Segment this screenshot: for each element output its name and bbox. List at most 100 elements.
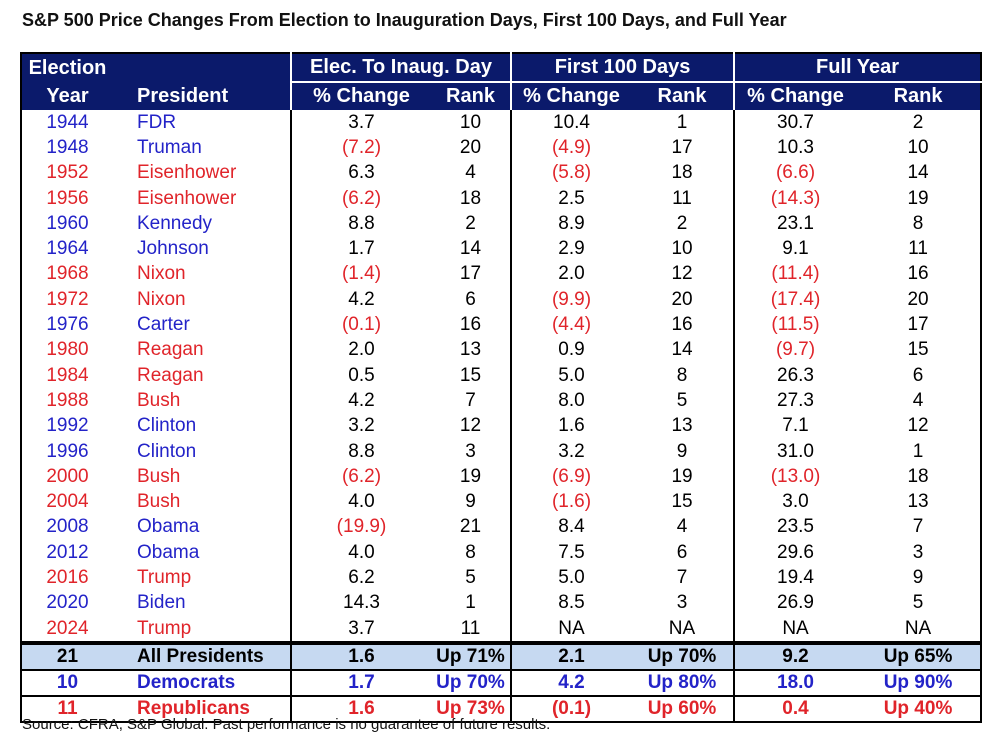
table-cell: 9.2 xyxy=(733,641,857,671)
table-cell: 1948 xyxy=(46,136,89,158)
table-cell: 1.7 xyxy=(290,236,431,262)
table-cell: 1960 xyxy=(46,212,89,234)
table-cell: 1 xyxy=(465,592,476,614)
table-cell: 5.0 xyxy=(510,362,631,389)
data-row: 2004 Bush 4.0 9 (1.6) 15 3.0 13 xyxy=(21,489,982,515)
table-cell: 21 xyxy=(21,641,113,671)
table-cell: 6 xyxy=(465,288,476,310)
data-table: Election Elec. To Inaug. Day First 100 Day… xyxy=(20,52,983,724)
table-cell: 15 xyxy=(459,364,482,386)
data-row: 1976 Carter (0.1) 16 (4.4) 16 (11.5) 17 xyxy=(21,312,982,338)
table-cell: 17 xyxy=(907,314,929,336)
header-row: Election Elec. To Inaug. Day First 100 Day… xyxy=(21,53,982,83)
table-cell: 30.7 xyxy=(733,110,857,136)
table-cell: Reagan xyxy=(137,339,204,361)
table-cell: 21 xyxy=(459,516,482,538)
table-cell: 10 xyxy=(907,136,929,158)
table-cell: NA xyxy=(668,617,696,639)
table-cell: (9.9) xyxy=(510,287,631,313)
table-cell: 8.0 xyxy=(510,388,631,414)
column-header: % Change xyxy=(733,82,857,110)
table-cell: Up 73% xyxy=(431,695,511,723)
table-cell: 1 xyxy=(676,111,688,133)
table-cell: 4 xyxy=(465,162,476,184)
table-cell: (11.4) xyxy=(733,261,857,288)
header-cell: Election xyxy=(28,56,107,79)
table-cell: 16 xyxy=(671,314,693,336)
column-header: President xyxy=(137,84,229,107)
table-cell: 2 xyxy=(465,212,476,234)
table-cell: 8.9 xyxy=(510,211,631,237)
column-header: % Change xyxy=(290,82,431,110)
table-cell: 10.3 xyxy=(733,135,857,161)
header-row: Year President % Change Rank % Change Rank % C… xyxy=(21,82,982,110)
data-row: 1952 Eisenhower 6.3 4 (5.8) 18 (6.6) 14 xyxy=(21,160,982,186)
table-cell: 3.2 xyxy=(290,413,431,439)
table-cell: 1988 xyxy=(46,389,89,411)
data-row: 1944 FDR 3.7 10 10.4 1 30.7 2 xyxy=(21,110,982,136)
table-cell: 3 xyxy=(912,541,924,563)
table-cell: 8 xyxy=(676,364,688,386)
table-cell: NA xyxy=(733,615,857,644)
table-cell: Democrats xyxy=(113,669,291,697)
table-cell: Biden xyxy=(137,592,186,614)
table-cell: 0.4 xyxy=(733,695,857,723)
table-cell: Carter xyxy=(137,314,190,336)
table-cell: 4.2 xyxy=(510,669,631,697)
table-cell: 8.8 xyxy=(290,211,431,237)
table-header: Election Elec. To Inaug. Day First 100 Day… xyxy=(21,53,982,110)
table-cell: 5.0 xyxy=(510,565,631,591)
table-cell: 18 xyxy=(459,187,482,209)
table-cell: 0.9 xyxy=(510,337,631,363)
table-cell: 17 xyxy=(459,263,482,285)
table-cell: 4.2 xyxy=(290,388,431,414)
table-cell: 7.5 xyxy=(510,540,631,566)
table-cell: Obama xyxy=(137,516,200,538)
table-cell: 13 xyxy=(671,415,693,437)
table-cell: (9.7) xyxy=(733,337,857,363)
title: S&P 500 Price Changes From Election to I… xyxy=(22,10,787,30)
table-cell: 1964 xyxy=(46,238,89,260)
table-cell: Eisenhower xyxy=(137,162,237,184)
table-cell: 8.5 xyxy=(510,590,631,616)
table-cell: 8.4 xyxy=(510,514,631,541)
table-cell: NA xyxy=(510,615,631,644)
table-cell: (6.9) xyxy=(510,464,631,490)
table-cell: 26.3 xyxy=(733,362,857,389)
table-cell: 9 xyxy=(465,491,476,513)
table-cell: 9 xyxy=(676,440,688,462)
table-cell: 27.3 xyxy=(733,388,857,414)
table-cell: 4.2 xyxy=(290,287,431,313)
table-cell: Johnson xyxy=(137,238,209,260)
data-row: 2008 Obama (19.9) 21 8.4 4 23.5 7 xyxy=(21,514,982,541)
table-cell: 20 xyxy=(907,288,929,310)
table-cell: Up 40% xyxy=(856,695,982,723)
table-cell: 10 xyxy=(459,111,482,133)
data-row: 1980 Reagan 2.0 13 0.9 14 (9.7) 15 xyxy=(21,337,982,363)
table-cell: Clinton xyxy=(137,440,197,462)
table-cell: 19 xyxy=(459,465,482,487)
column-header: Rank xyxy=(893,85,943,107)
table-cell: (13.0) xyxy=(733,464,857,490)
column-header: Rank xyxy=(446,85,495,107)
data-row: 1960 Kennedy 8.8 2 8.9 2 23.1 8 xyxy=(21,211,982,237)
data-row: 1972 Nixon 4.2 6 (9.9) 20 (17.4) 20 xyxy=(21,287,982,313)
table-cell: Trump xyxy=(137,617,192,639)
table-cell: 3.0 xyxy=(733,489,857,515)
table-cell: 10.4 xyxy=(510,110,631,136)
table-cell: 14 xyxy=(459,238,482,260)
group-header: Elec. To Inaug. Day xyxy=(290,53,511,83)
table-cell: Up 71% xyxy=(431,641,511,671)
table-cell: 1.6 xyxy=(510,413,631,439)
summary-row: 11 Republicans 1.6 Up 73% (0.1) Up 60% 0.4 Up 4… xyxy=(21,695,982,723)
table-cell: 3.7 xyxy=(290,615,431,644)
table-cell: 1944 xyxy=(46,111,89,133)
table-cell: 14 xyxy=(907,162,929,184)
table-cell: Eisenhower xyxy=(137,187,237,209)
table-cell: 23.5 xyxy=(733,514,857,541)
table-cell: (6.2) xyxy=(290,464,431,490)
table-cell: Up 60% xyxy=(631,695,735,723)
table-cell: 1972 xyxy=(46,288,89,310)
table-cell: 2012 xyxy=(46,541,89,563)
